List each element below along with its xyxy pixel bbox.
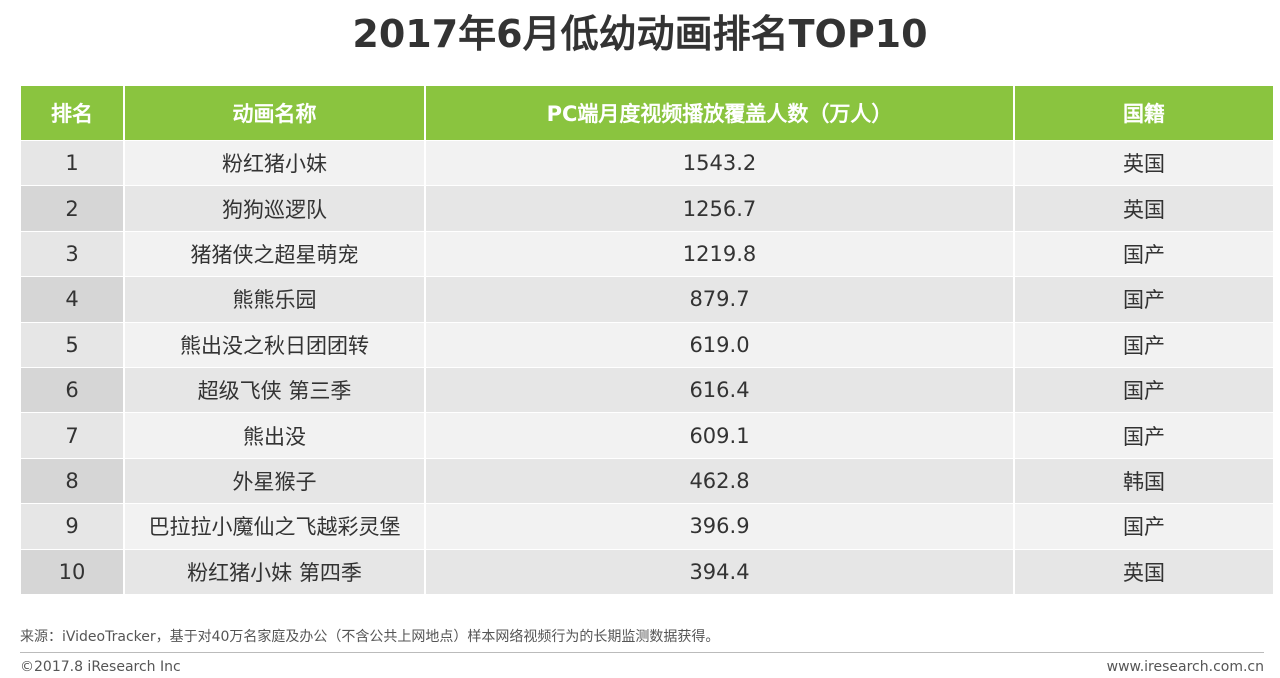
coverage-cell: 616.4 [425, 366, 1015, 413]
name-cell: 粉红猪小妹 [124, 139, 426, 186]
country-cell: 英国 [1014, 548, 1273, 594]
rank-cell: 10 [21, 548, 125, 594]
table-row: 2 狗狗巡逻队 1256.7 英国 [21, 185, 1273, 232]
rank-cell: 6 [21, 366, 125, 413]
coverage-cell: 1219.8 [425, 230, 1015, 277]
country-cell: 英国 [1014, 185, 1273, 232]
name-cell: 熊熊乐园 [124, 276, 426, 323]
country-cell: 国产 [1014, 230, 1273, 277]
rank-cell: 5 [21, 321, 125, 368]
name-cell: 猪猪侠之超星萌宠 [124, 230, 426, 277]
country-cell: 国产 [1014, 503, 1273, 550]
table-row: 8 外星猴子 462.8 韩国 [21, 457, 1273, 504]
rank-cell: 9 [21, 503, 125, 550]
name-cell: 巴拉拉小魔仙之飞越彩灵堡 [124, 503, 426, 550]
coverage-cell: 394.4 [425, 548, 1015, 594]
name-cell: 熊出没之秋日团团转 [124, 321, 426, 368]
header-name: 动画名称 [124, 86, 426, 141]
coverage-cell: 396.9 [425, 503, 1015, 550]
country-cell: 国产 [1014, 321, 1273, 368]
country-cell: 国产 [1014, 366, 1273, 413]
source-note: 来源：iVideoTracker，基于对40万名家庭及办公（不含公共上网地点）样… [20, 629, 720, 645]
rank-cell: 4 [21, 276, 125, 323]
rank-cell: 1 [21, 139, 125, 186]
table-row: 7 熊出没 609.1 国产 [21, 412, 1273, 459]
name-cell: 狗狗巡逻队 [124, 185, 426, 232]
website-link[interactable]: www.iresearch.com.cn [1106, 659, 1264, 675]
coverage-cell: 609.1 [425, 412, 1015, 459]
name-cell: 外星猴子 [124, 457, 426, 504]
header-coverage: PC端月度视频播放覆盖人数（万人） [425, 86, 1015, 141]
country-cell: 韩国 [1014, 457, 1273, 504]
footer-divider [20, 652, 1264, 653]
coverage-cell: 619.0 [425, 321, 1015, 368]
ranking-table: 排名 动画名称 PC端月度视频播放覆盖人数（万人） 国籍 1 粉红猪小妹 154… [21, 86, 1273, 594]
table-row: 1 粉红猪小妹 1543.2 英国 [21, 139, 1273, 186]
rank-cell: 2 [21, 185, 125, 232]
page-title: 2017年6月低幼动画排名TOP10 [352, 12, 928, 56]
coverage-cell: 462.8 [425, 457, 1015, 504]
table-row: 3 猪猪侠之超星萌宠 1219.8 国产 [21, 230, 1273, 277]
table-row: 4 熊熊乐园 879.7 国产 [21, 276, 1273, 323]
rank-cell: 3 [21, 230, 125, 277]
rank-cell: 8 [21, 457, 125, 504]
table-row: 6 超级飞侠 第三季 616.4 国产 [21, 366, 1273, 413]
country-cell: 英国 [1014, 139, 1273, 186]
table-row: 5 熊出没之秋日团团转 619.0 国产 [21, 321, 1273, 368]
rank-cell: 7 [21, 412, 125, 459]
name-cell: 粉红猪小妹 第四季 [124, 548, 426, 594]
copyright-text: ©2017.8 iResearch Inc [20, 659, 181, 675]
coverage-cell: 879.7 [425, 276, 1015, 323]
coverage-cell: 1256.7 [425, 185, 1015, 232]
country-cell: 国产 [1014, 412, 1273, 459]
header-rank: 排名 [21, 86, 125, 141]
name-cell: 超级飞侠 第三季 [124, 366, 426, 413]
coverage-cell: 1543.2 [425, 139, 1015, 186]
header-country: 国籍 [1014, 86, 1273, 141]
table-header-row: 排名 动画名称 PC端月度视频播放覆盖人数（万人） 国籍 [21, 86, 1273, 141]
table-row: 9 巴拉拉小魔仙之飞越彩灵堡 396.9 国产 [21, 503, 1273, 550]
table-row: 10 粉红猪小妹 第四季 394.4 英国 [21, 548, 1273, 594]
name-cell: 熊出没 [124, 412, 426, 459]
country-cell: 国产 [1014, 276, 1273, 323]
